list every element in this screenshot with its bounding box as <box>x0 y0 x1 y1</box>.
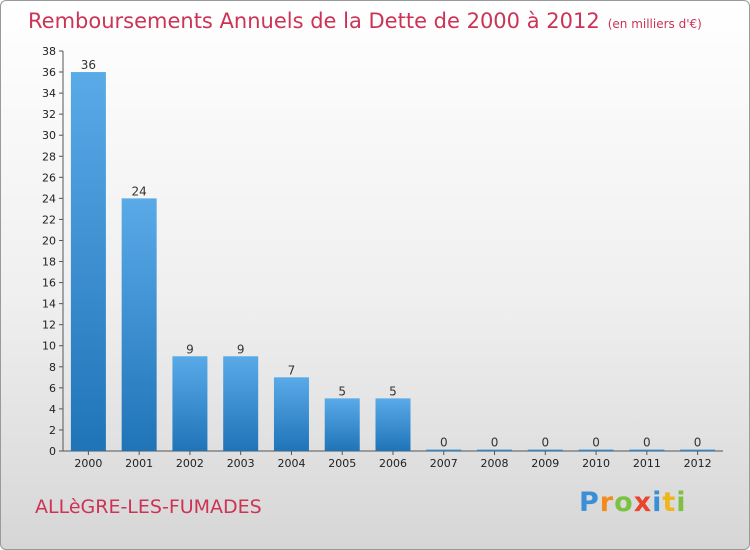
x-tick-label-2005: 2005 <box>328 457 356 470</box>
value-label-2002: 9 <box>186 342 194 356</box>
value-label-2003: 9 <box>237 342 245 356</box>
chart-title-text: Remboursements Annuels de la Dette de 20… <box>28 9 600 33</box>
value-labels: 36 24 9 9 7 5 5 0 0 0 0 0 0 <box>81 58 702 449</box>
bar-2005 <box>324 398 360 451</box>
bar-2003 <box>223 356 259 451</box>
value-label-2001: 24 <box>132 184 147 198</box>
commune-name: ALLèGRE-LES-FUMADES <box>35 496 262 518</box>
proxiti-logo: Proxiti <box>579 487 687 518</box>
bar-2002 <box>172 356 208 451</box>
x-tick-label-2010: 2010 <box>582 457 610 470</box>
y-tick-label: 16 <box>42 277 56 290</box>
value-label-2005: 5 <box>338 384 346 398</box>
bars <box>70 72 716 451</box>
y-tick-label: 24 <box>42 192 56 205</box>
y-tick-label: 28 <box>42 150 56 163</box>
x-tick-label-2007: 2007 <box>430 457 458 470</box>
x-tick-label-2012: 2012 <box>684 457 712 470</box>
bar-2004 <box>273 377 309 451</box>
y-tick-label: 2 <box>49 424 56 437</box>
value-label-2010: 0 <box>592 436 600 450</box>
y-tick-label: 32 <box>42 108 56 121</box>
y-tick-label: 14 <box>42 298 56 311</box>
bar-2006 <box>375 398 411 451</box>
x-tick-label-2009: 2009 <box>531 457 559 470</box>
y-tick-label: 22 <box>42 213 56 226</box>
x-tick-label-2011: 2011 <box>633 457 661 470</box>
bar-2011 <box>629 449 665 451</box>
value-label-2004: 7 <box>288 363 296 377</box>
value-label-2000: 36 <box>81 58 96 72</box>
value-label-2012: 0 <box>694 436 702 450</box>
x-tick-label-2001: 2001 <box>125 457 153 470</box>
y-tick-label: 0 <box>49 445 56 458</box>
value-label-2009: 0 <box>541 436 549 450</box>
bar-2001 <box>121 198 157 451</box>
value-label-2006: 5 <box>389 384 397 398</box>
y-tick-label: 8 <box>49 361 56 374</box>
bar-2010 <box>578 449 614 451</box>
y-tick-label: 10 <box>42 340 56 353</box>
y-tick-label: 34 <box>42 87 56 100</box>
x-tick-label-2006: 2006 <box>379 457 407 470</box>
x-tick-label-2002: 2002 <box>176 457 204 470</box>
y-tick-label: 20 <box>42 234 56 247</box>
x-tick-label-2008: 2008 <box>481 457 509 470</box>
y-tick-label: 36 <box>42 66 56 79</box>
bar-2012 <box>680 449 716 451</box>
y-tick-label: 38 <box>42 45 56 58</box>
x-tick-label-2004: 2004 <box>277 457 305 470</box>
bar-2007 <box>426 449 462 451</box>
chart-title: Remboursements Annuels de la Dette de 20… <box>28 9 702 33</box>
y-tick-label: 18 <box>42 256 56 269</box>
x-tick-label-2000: 2000 <box>74 457 102 470</box>
bar-2008 <box>477 449 513 451</box>
value-label-2008: 0 <box>491 436 499 450</box>
value-label-2011: 0 <box>643 436 651 450</box>
x-tick-label-2003: 2003 <box>227 457 255 470</box>
bar-2000 <box>70 72 106 451</box>
bar-2009 <box>527 449 563 451</box>
y-tick-label: 30 <box>42 129 56 142</box>
chart-unit: (en milliers d'€) <box>607 17 702 31</box>
y-tick-label: 6 <box>49 382 56 395</box>
y-tick-label: 4 <box>49 403 56 416</box>
y-tick-label: 26 <box>42 171 56 184</box>
value-label-2007: 0 <box>440 436 448 450</box>
y-tick-label: 12 <box>42 319 56 332</box>
